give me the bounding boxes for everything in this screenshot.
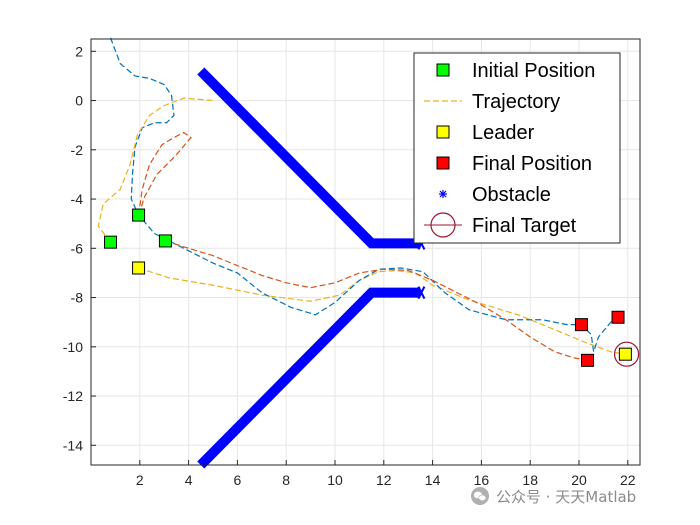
initial-position-marker xyxy=(132,208,146,222)
initial-position-marker xyxy=(158,234,172,248)
grid xyxy=(91,39,640,465)
y-tick-label: -8 xyxy=(71,290,84,306)
obstacle-line xyxy=(197,67,421,249)
legend-label: Leader xyxy=(472,122,535,144)
watermark: 公众号 · 天天Matlab xyxy=(470,484,636,508)
legend-box xyxy=(413,52,621,244)
final-position-marker xyxy=(611,310,625,324)
x-tick-label: 18 xyxy=(522,472,538,488)
obstacle-line xyxy=(197,287,421,469)
trajectory-line xyxy=(137,131,192,216)
legend-swatch xyxy=(436,63,450,77)
legend-label: Obstacle xyxy=(472,184,551,206)
legend-label: Initial Position xyxy=(472,60,595,82)
markers xyxy=(104,208,640,367)
initial-position-marker xyxy=(104,235,118,249)
x-tick-label: 20 xyxy=(571,472,587,488)
final-position-marker xyxy=(581,353,595,367)
x-tick-label: 8 xyxy=(282,472,290,488)
axes-box xyxy=(90,38,641,466)
x-tick-label: 2 xyxy=(136,472,144,488)
x-tick-label: 14 xyxy=(425,472,441,488)
x-tick-label: 12 xyxy=(376,472,392,488)
trajectory-line xyxy=(97,97,214,243)
trajectory-line xyxy=(138,267,626,355)
y-tick-label: -14 xyxy=(63,437,83,453)
watermark-text: 公众号 · 天天Matlab xyxy=(496,487,637,506)
leader-marker xyxy=(132,261,146,275)
y-tick-label: 2 xyxy=(75,43,83,59)
trajectory-line xyxy=(165,240,588,361)
x-tick-label: 22 xyxy=(620,472,636,488)
legend-swatch xyxy=(439,190,447,198)
final-position-marker xyxy=(574,318,588,332)
legend-label: Final Position xyxy=(472,153,592,175)
legend-swatch xyxy=(436,125,450,139)
legend-swatch xyxy=(424,212,462,238)
legend-label: Final Target xyxy=(472,215,577,237)
obstacle-end-marker xyxy=(417,286,426,300)
trajectory-series xyxy=(97,37,626,361)
legend-label: Trajectory xyxy=(472,91,560,113)
x-tick-label: 10 xyxy=(327,472,343,488)
wechat-icon xyxy=(471,487,489,505)
x-tick-label: 4 xyxy=(185,472,193,488)
final-target-marker xyxy=(613,341,640,367)
y-tick-label: -2 xyxy=(71,142,84,158)
x-tick-label: 16 xyxy=(474,472,490,488)
y-tick-label: 0 xyxy=(75,93,83,109)
y-tick-label: -12 xyxy=(63,388,83,404)
y-tick-label: -4 xyxy=(71,191,84,207)
x-tick-label: 6 xyxy=(234,472,242,488)
legend: Initial Position Trajectory Leader Final Po… xyxy=(413,52,621,244)
y-tick-label: -10 xyxy=(63,339,83,355)
leader-marker xyxy=(618,347,632,361)
trajectory-line xyxy=(109,37,619,352)
legend-swatch xyxy=(436,156,450,170)
y-tick-label: -6 xyxy=(71,240,84,256)
